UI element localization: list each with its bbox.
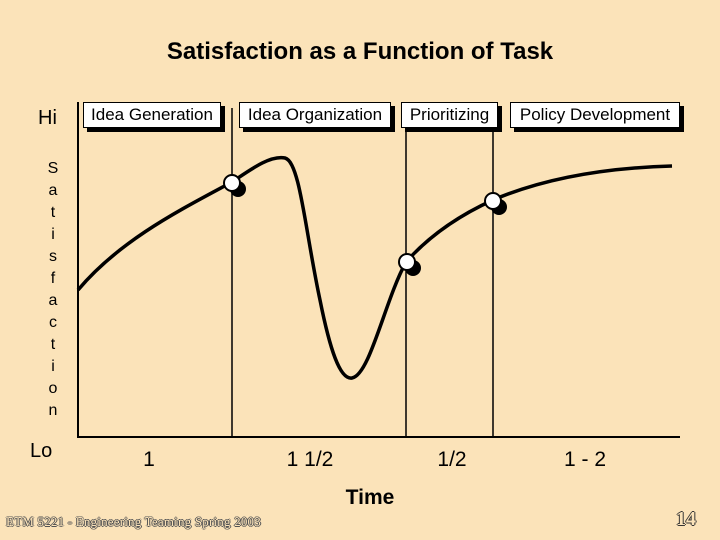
y-axis-label-letter: a xyxy=(48,182,58,199)
y-axis-label-letter: t xyxy=(50,336,56,353)
y-low-label: Lo xyxy=(30,440,53,462)
y-axis-label-letter: a xyxy=(48,292,58,309)
y-high-label: Hi xyxy=(38,107,57,129)
y-axis-label-letter: f xyxy=(50,270,56,287)
y-axis-label-letter: o xyxy=(48,380,58,397)
chart-title: Satisfaction as a Function of Task xyxy=(166,38,554,65)
x-tick-label: 1/2 xyxy=(437,448,467,471)
marker-policy-development xyxy=(484,192,507,215)
y-axis-label-letter: S xyxy=(47,160,59,177)
x-tick-label: 1 - 2 xyxy=(563,448,607,471)
y-axis-label-letter: c xyxy=(49,314,57,331)
page-number: 14 xyxy=(676,508,696,530)
y-axis-label-letter: t xyxy=(50,204,56,221)
x-tick-label: 1 1/2 xyxy=(286,448,334,471)
y-axis-label-letter: n xyxy=(48,402,58,419)
phase-label-idea-organization: Idea Organization xyxy=(239,102,391,128)
x-axis-label: Time xyxy=(345,486,395,509)
marker-idea-organization xyxy=(223,174,246,197)
satisfaction-curve xyxy=(76,155,673,380)
phase-label-policy-development: Policy Development xyxy=(510,102,680,128)
phase-label-idea-generation: Idea Generation xyxy=(83,102,221,128)
marker-prioritizing xyxy=(398,253,421,276)
footer-course-label: ETM 5221 - Engineering Teaming Spring 20… xyxy=(6,514,261,529)
y-axis-label-letter: i xyxy=(51,226,55,243)
phase-label-prioritizing: Prioritizing xyxy=(401,102,498,128)
y-axis-label-letter: i xyxy=(51,358,55,375)
x-tick-label: 1 xyxy=(143,448,155,471)
y-axis-label-letter: s xyxy=(49,248,57,265)
